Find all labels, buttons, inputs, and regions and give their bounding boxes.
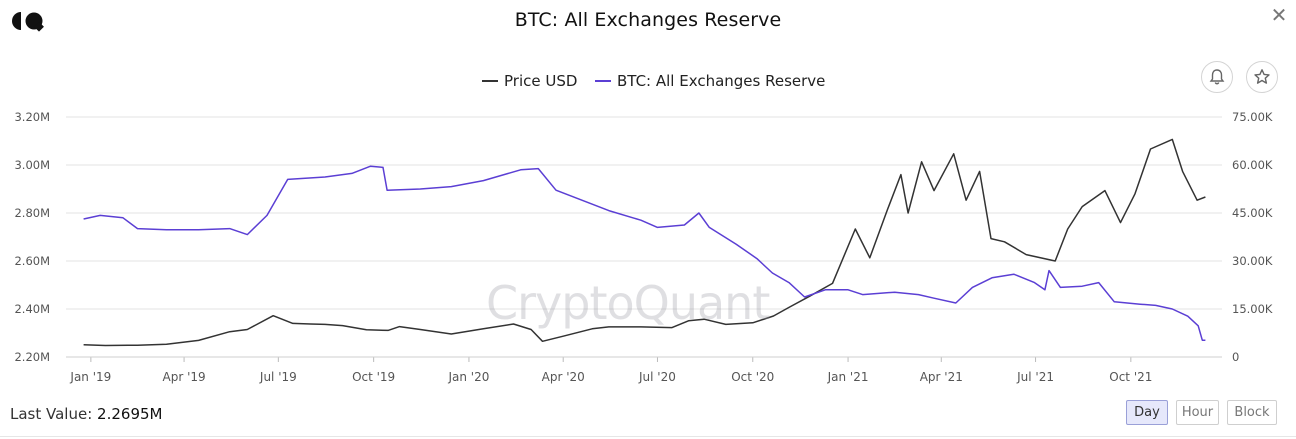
legend-item-price-usd[interactable]: Price USD (482, 72, 577, 90)
close-icon[interactable]: ✕ (1270, 3, 1288, 27)
exchange-reserve-line (83, 165, 1206, 342)
x-tick-label: Jan '20 (447, 370, 489, 384)
x-tick-label: Oct '19 (352, 370, 395, 384)
legend-item-exchange-reserve[interactable]: BTC: All Exchanges Reserve (595, 72, 825, 90)
cryptoquant-logo-icon (12, 12, 44, 32)
alert-button[interactable] (1201, 61, 1233, 93)
y-right-tick-label: 75.00K (1232, 110, 1273, 124)
y-left-tick-label: 2.40M (14, 302, 50, 316)
resolution-hour-button[interactable]: Hour (1176, 400, 1219, 425)
x-tick-label: Oct '20 (731, 370, 774, 384)
last-value: Last Value: 2.2695M (10, 405, 162, 423)
legend-label-reserve: BTC: All Exchanges Reserve (617, 72, 826, 90)
y-right-tick-label: 0 (1232, 350, 1239, 364)
x-tick-label: Jul '21 (1016, 370, 1054, 384)
y-right-tick-label: 45.00K (1232, 206, 1273, 220)
bell-icon (1209, 69, 1225, 85)
x-tick-label: Jan '21 (827, 370, 869, 384)
x-tick-label: Apr '21 (920, 370, 963, 384)
y-right-tick-label: 30.00K (1232, 254, 1273, 268)
x-tick-label: Oct '21 (1109, 370, 1152, 384)
x-tick-label: Jul '20 (638, 370, 676, 384)
legend-swatch-reserve (595, 80, 611, 82)
y-left-tick-label: 2.60M (14, 254, 50, 268)
y-left-tick-label: 3.00M (14, 158, 50, 172)
y-left-tick-label: 2.80M (14, 206, 50, 220)
y-right-tick-label: 60.00K (1232, 158, 1273, 172)
divider (0, 436, 1296, 437)
x-tick-label: Apr '20 (542, 370, 585, 384)
x-tick-label: Jul '19 (259, 370, 297, 384)
price-usd-line (83, 138, 1206, 347)
last-value-number: 2.2695M (97, 405, 163, 423)
legend-label-price: Price USD (504, 72, 578, 90)
chart-title: BTC: All Exchanges Reserve (514, 9, 782, 31)
y-right-tick-label: 15.00K (1232, 302, 1273, 316)
star-icon (1254, 69, 1270, 84)
resolution-day-button[interactable]: Day (1126, 400, 1168, 425)
x-tick-label: Apr '19 (163, 370, 206, 384)
x-tick-label: Jan '19 (69, 370, 111, 384)
resolution-block-button[interactable]: Block (1227, 400, 1277, 425)
legend-swatch-price (482, 80, 498, 82)
y-left-tick-label: 3.20M (14, 110, 50, 124)
favorite-button[interactable] (1246, 61, 1278, 93)
y-left-tick-label: 2.20M (14, 350, 50, 364)
last-value-label: Last Value: (10, 405, 93, 423)
